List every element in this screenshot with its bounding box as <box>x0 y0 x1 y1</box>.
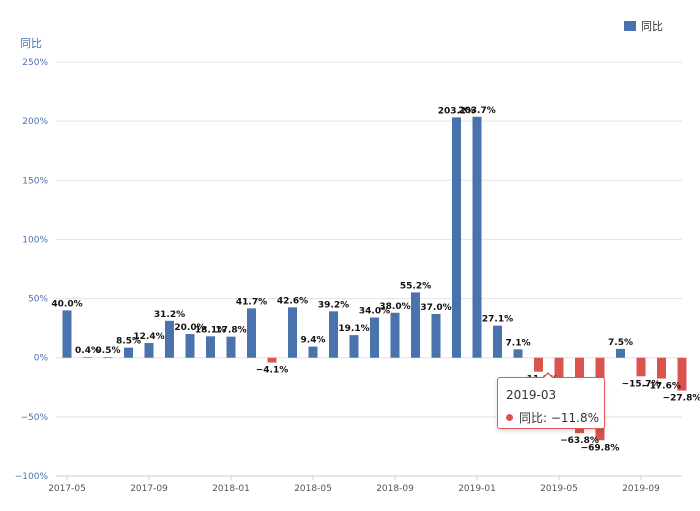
y-tick-label: −50% <box>20 413 48 423</box>
bar <box>288 307 297 358</box>
x-tick-label: 2019-09 <box>622 484 660 494</box>
y-tick-label: 200% <box>22 117 48 127</box>
x-tick-label: 2019-01 <box>458 484 496 494</box>
bar <box>329 311 338 358</box>
bar <box>206 336 215 358</box>
legend-label: 同比 <box>641 20 663 33</box>
data-label: 20.0% <box>174 323 205 333</box>
data-label: 55.2% <box>400 281 431 291</box>
data-label: 0.5% <box>96 346 121 356</box>
data-label: 17.8% <box>215 326 246 336</box>
bar <box>411 292 420 358</box>
bar <box>83 357 92 358</box>
tooltip: 2019-03 同比: −11.8% <box>497 372 605 429</box>
x-tick-label: 2019-05 <box>540 484 578 494</box>
data-label: 18.1% <box>195 325 226 335</box>
data-label: 37.0% <box>420 303 451 313</box>
bar <box>472 116 482 358</box>
legend[interactable]: 同比 <box>624 18 663 34</box>
y-tick-label: −100% <box>15 472 49 482</box>
x-tick-label: 2018-09 <box>376 484 414 494</box>
x-tick-label: 2018-01 <box>212 484 250 494</box>
tooltip-row: 同比: −11.8% <box>506 409 599 426</box>
bar <box>267 357 277 363</box>
y-axis-title: 同比 <box>20 37 42 50</box>
bar <box>390 312 400 358</box>
bar <box>493 325 502 358</box>
bar <box>165 320 174 358</box>
tooltip-value: 同比: −11.8% <box>519 411 600 425</box>
data-label: 0.4% <box>75 346 100 356</box>
data-label: −17.6% <box>642 382 681 392</box>
bar <box>62 310 72 358</box>
bar <box>370 317 379 358</box>
data-label: 8.5% <box>116 337 141 347</box>
data-label: 19.1% <box>338 324 369 334</box>
bar <box>308 346 318 358</box>
data-label: 203.2% <box>438 106 476 116</box>
x-tick-label: 2018-05 <box>294 484 332 494</box>
bar <box>452 117 461 358</box>
x-tick-label: 2017-09 <box>130 484 168 494</box>
bar <box>431 313 441 358</box>
bar <box>185 334 195 358</box>
data-label: −15.7% <box>622 379 661 389</box>
bar <box>657 357 666 379</box>
bar <box>513 349 523 358</box>
x-tick-label: 2017-05 <box>48 484 86 494</box>
legend-swatch <box>624 21 636 31</box>
bar <box>534 357 543 372</box>
bar <box>124 347 133 358</box>
data-label: 7.1% <box>506 338 531 348</box>
data-label: 42.6% <box>277 296 308 306</box>
data-label: 12.4% <box>133 332 164 342</box>
data-label: −27.8% <box>663 394 700 404</box>
data-label: 27.1% <box>482 315 513 325</box>
data-label: 31.2% <box>154 310 185 320</box>
bar <box>554 357 564 385</box>
bar <box>349 335 359 358</box>
data-label: 38.0% <box>379 302 410 312</box>
data-label: −63.8% <box>560 436 599 446</box>
bar <box>677 357 687 391</box>
bar <box>636 357 646 377</box>
data-label: 34.0% <box>359 306 390 316</box>
tooltip-dot <box>506 414 513 421</box>
data-label: 39.2% <box>318 300 349 310</box>
data-label: 203.7% <box>458 106 496 116</box>
data-label: 41.7% <box>236 297 267 307</box>
tooltip-date: 2019-03 <box>506 388 557 402</box>
y-tick-label: 150% <box>22 176 48 186</box>
y-tick-label: 0% <box>34 354 49 364</box>
data-label: 40.0% <box>51 299 82 309</box>
bar <box>247 308 256 358</box>
bar <box>144 343 154 358</box>
bar <box>103 357 113 358</box>
bar <box>616 348 625 358</box>
bar <box>226 336 236 358</box>
data-label: 7.5% <box>608 338 633 348</box>
y-tick-label: 100% <box>22 235 48 245</box>
data-label: −4.1% <box>256 366 289 376</box>
y-tick-label: 250% <box>22 58 48 68</box>
data-label: −69.8% <box>581 443 620 453</box>
y-tick-label: 50% <box>28 295 48 305</box>
data-label: 9.4% <box>301 336 326 346</box>
